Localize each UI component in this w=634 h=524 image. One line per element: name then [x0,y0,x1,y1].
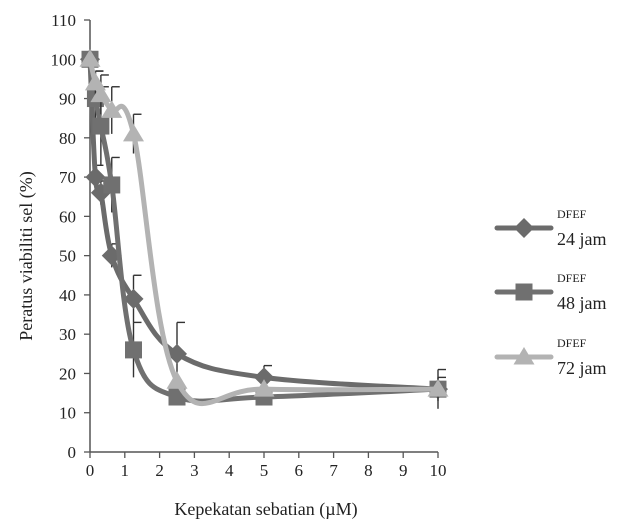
series-line [87,56,441,392]
x-tick-label: 3 [190,461,199,480]
data-point [90,84,112,103]
data-point [79,49,101,67]
data-point [103,176,121,194]
x-tick-label: 10 [430,461,447,480]
x-tick-label: 8 [364,461,373,480]
x-tick-label: 9 [399,461,408,480]
legend-label-bottom: 72 jam [557,358,607,378]
x-tick-label: 1 [121,461,130,480]
y-tick-label: 100 [51,50,77,69]
legend-swatch-marker [514,218,534,238]
plot-area [79,49,449,409]
data-point [166,371,188,389]
legend-swatch-marker [515,283,533,301]
legend-label-top: DFEF [557,336,587,350]
y-tick-label: 50 [59,247,76,266]
x-tick-label: 0 [86,461,95,480]
x-axis-title: Kepekatan sebatian (µM) [174,499,357,520]
y-tick-label: 80 [59,129,76,148]
data-point [125,341,142,359]
y-tick-label: 40 [59,286,76,305]
legend: DFEF 24 jam DFEF 48 jam DFEF 72 jam [494,207,607,378]
legend-item-3: DFEF 72 jam [494,336,607,378]
series-line [87,56,441,404]
data-point [167,343,187,364]
data-point [253,379,275,397]
y-tick-label: 10 [59,404,76,423]
series-2 [81,50,447,406]
x-tick-label: 7 [329,461,338,480]
series-3 [79,49,449,409]
x-tick-label: 2 [155,461,164,480]
legend-label-bottom: 48 jam [557,293,607,313]
legend-label-bottom: 24 jam [557,229,607,249]
legend-label-top: DFEF [557,207,587,221]
y-tick-label: 60 [59,207,76,226]
x-tick-label: 4 [225,461,234,480]
y-axis-title: Peratus viabiliti sel (%) [16,171,37,340]
data-point [85,167,106,188]
y-tick-label: 20 [59,364,76,383]
y-tick-label: 110 [51,11,76,30]
legend-label-top: DFEF [557,271,587,285]
legend-item-2: DFEF 48 jam [494,271,607,313]
series-line [87,56,441,406]
y-axis-ticks: 0 10 20 30 40 50 60 70 80 90 100 110 [51,11,90,462]
data-point [123,288,144,309]
data-point [92,117,110,135]
data-point [254,367,274,388]
y-tick-label: 30 [59,325,76,344]
data-point [123,123,144,142]
legend-swatch-marker [513,347,535,365]
y-tick-label: 0 [68,443,77,462]
x-tick-label: 5 [260,461,269,480]
x-tick-label: 6 [295,461,304,480]
legend-item-1: DFEF 24 jam [494,207,607,249]
y-tick-label: 70 [59,168,76,187]
data-point [427,379,449,397]
data-point [101,100,123,118]
x-axis-ticks: 0 1 2 3 4 5 6 7 8 9 10 [86,452,447,480]
y-tick-label: 90 [59,90,76,109]
